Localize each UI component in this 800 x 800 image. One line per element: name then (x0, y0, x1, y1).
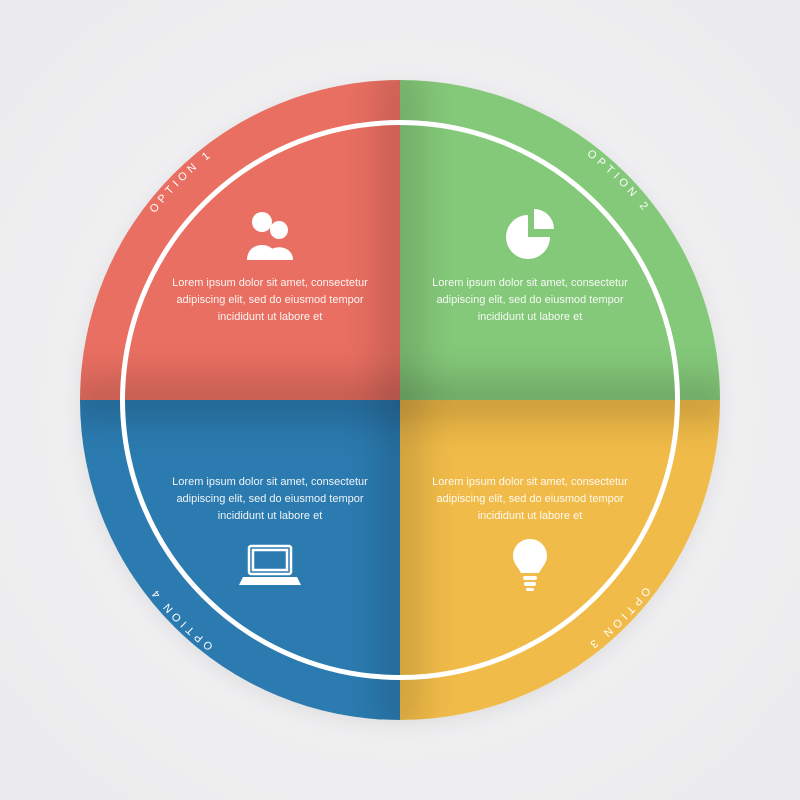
quadrant-text: Lorem ipsum dolor sit amet, consectetur … (165, 474, 375, 525)
quadrant-option-1: Lorem ipsum dolor sit amet, consectetur … (80, 80, 400, 400)
quadrant-text: Lorem ipsum dolor sit amet, consectetur … (425, 474, 635, 525)
lightbulb-icon (425, 535, 635, 595)
quadrant-option-4: Lorem ipsum dolor sit amet, consectetur … (80, 400, 400, 720)
infographic-stage: Lorem ipsum dolor sit amet, consectetur … (0, 0, 800, 800)
quadrant-circle: Lorem ipsum dolor sit amet, consectetur … (80, 80, 720, 720)
quadrant-option-2: Lorem ipsum dolor sit amet, consectetur … (400, 80, 720, 400)
quadrant-text: Lorem ipsum dolor sit amet, consectetur … (165, 275, 375, 326)
pie-chart-icon (425, 205, 635, 265)
people-icon (165, 205, 375, 265)
laptop-icon (165, 535, 375, 595)
quadrant-option-3: Lorem ipsum dolor sit amet, consectetur … (400, 400, 720, 720)
quadrant-text: Lorem ipsum dolor sit amet, consectetur … (425, 275, 635, 326)
